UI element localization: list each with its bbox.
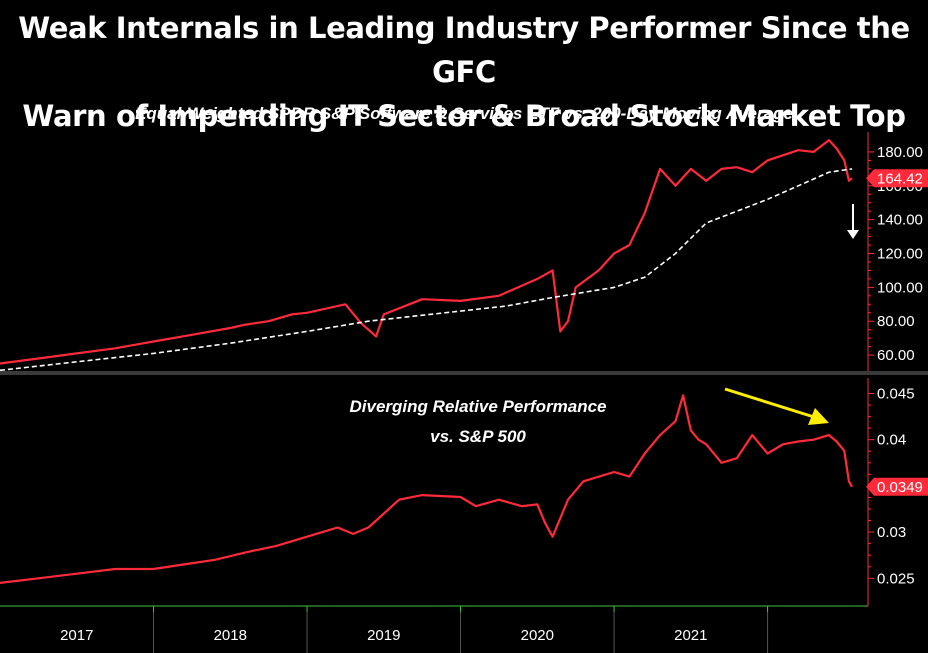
yellow-arrow-shaft: [724, 387, 815, 419]
price-ytick-label: 80.00: [877, 313, 915, 330]
down-arrow-head: [847, 230, 859, 239]
annotation-line-1: Diverging Relative Performance: [350, 397, 607, 416]
title-line-1: Weak Internals in Leading Industry Perfo…: [18, 11, 910, 89]
x-tick-label: 2021: [674, 627, 707, 644]
price-ytick-label: 180.00: [877, 144, 923, 161]
relative-ytick-label: 0.025: [877, 570, 915, 587]
price-ytick-label: 140.00: [877, 212, 923, 229]
series-relative-performance: [0, 394, 853, 584]
x-tick-label: 2017: [60, 627, 93, 644]
x-tick-label: 2019: [367, 627, 400, 644]
price-panel: 60.0080.00100.00120.00140.00160.00180.00…: [0, 139, 928, 372]
chart-title: Weak Internals in Leading Industry Perfo…: [0, 6, 928, 138]
relative-ytick-label: 0.045: [877, 385, 915, 402]
price-last-badge: 164.42: [877, 170, 923, 187]
yellow-arrow-head: [808, 408, 829, 425]
series-moving-average: [0, 168, 853, 372]
relative-last-badge-bg: [866, 477, 928, 496]
price-ytick-label: 120.00: [877, 246, 923, 263]
panel-divider: [0, 371, 928, 375]
x-tick-label: 2018: [214, 627, 247, 644]
chart-subtitle: Equal-Weighted SPDR S&P Software & Servi…: [135, 104, 793, 123]
annotations: Diverging Relative Performance vs. S&P 5…: [350, 204, 859, 446]
title-line-2: Warn of Impending IT Sector & Broad Stoc…: [22, 99, 906, 133]
annotation-line-2: vs. S&P 500: [430, 427, 526, 446]
relative-ytick-label: 0.04: [877, 432, 906, 449]
series-price: [0, 139, 853, 365]
chart-frame: 2017 2018 2019 2020 2021: [0, 132, 928, 653]
price-ytick-label: 100.00: [877, 279, 923, 296]
relative-ytick-label: 0.03: [877, 524, 906, 541]
relative-last-badge: 0.0349: [877, 479, 923, 496]
x-tick-label: 2020: [521, 627, 554, 644]
price-last-badge-bg: [866, 169, 928, 188]
price-ytick-label: 60.00: [877, 347, 915, 364]
